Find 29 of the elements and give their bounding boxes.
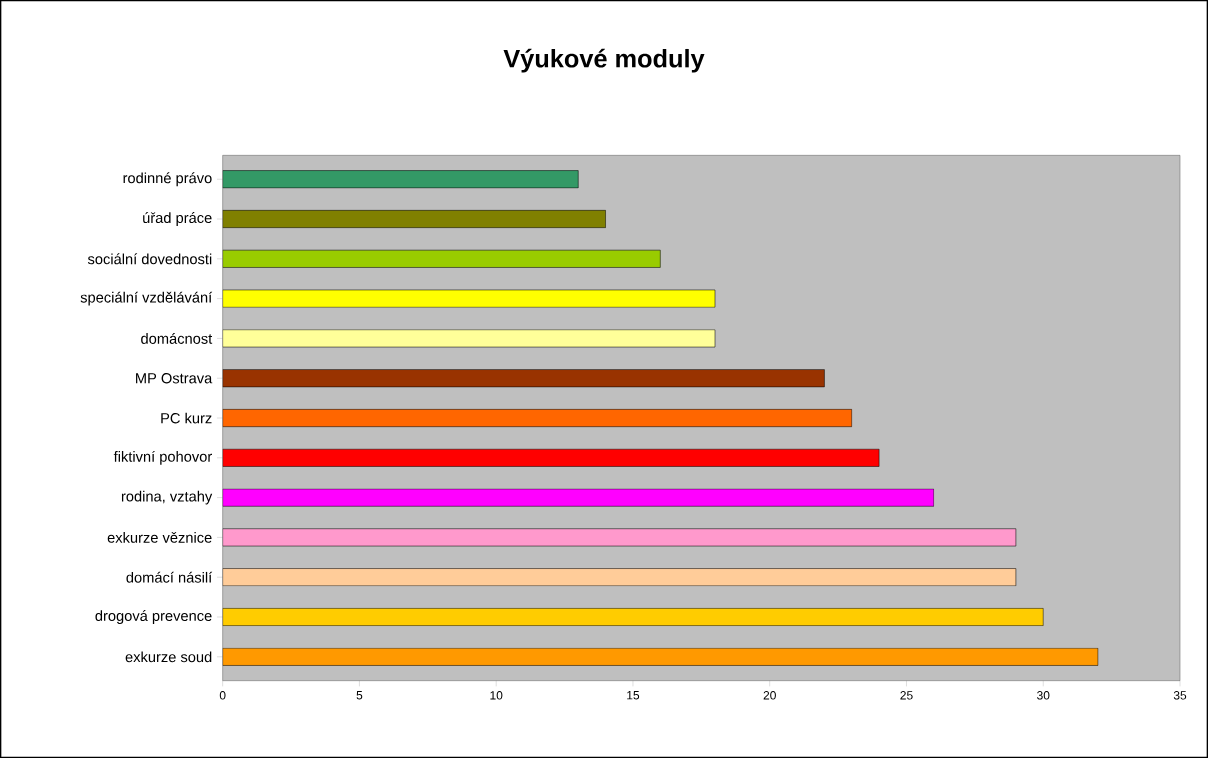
y-tick-label: PC kurz: [161, 412, 212, 424]
y-tick-label: domácnost: [141, 332, 213, 344]
bar: [222, 647, 1099, 666]
x-tick-label: 35: [1173, 691, 1187, 700]
x-tick-label: 5: [356, 691, 363, 700]
x-tick-label: 20: [763, 691, 776, 700]
bar: [222, 170, 579, 189]
y-tick-label: exkurze soud: [125, 651, 212, 663]
chart-title: Výukové moduly: [503, 48, 705, 73]
y-tick-label: fiktivní pohovor: [113, 450, 212, 465]
y-tick-label: MP Ostrava: [136, 373, 213, 384]
y-tick-label: úřad práce: [143, 212, 212, 226]
y-tick-label: domácí násilí: [126, 571, 213, 583]
y-tick-label: rodina, vztahy: [121, 490, 213, 505]
bar: [222, 608, 1044, 626]
x-tick-label: 0: [219, 691, 226, 700]
x-tick-label: 15: [627, 691, 640, 700]
y-tick-label: exkurze věznice: [107, 532, 212, 543]
bar: [222, 568, 1017, 587]
x-tick-label: 25: [900, 691, 913, 700]
y-tick-label: drogová prevence: [95, 610, 212, 624]
bar: [222, 329, 716, 348]
y-tick-label: speciální vzdělávání: [80, 291, 213, 306]
y-tick-label: rodinné právo: [123, 172, 212, 187]
y-tick-label: sociální dovednosti: [87, 253, 212, 265]
bar: [222, 488, 935, 507]
x-tick-label: 10: [490, 691, 503, 700]
bar: [222, 289, 716, 308]
x-tick-label: 30: [1037, 691, 1050, 700]
